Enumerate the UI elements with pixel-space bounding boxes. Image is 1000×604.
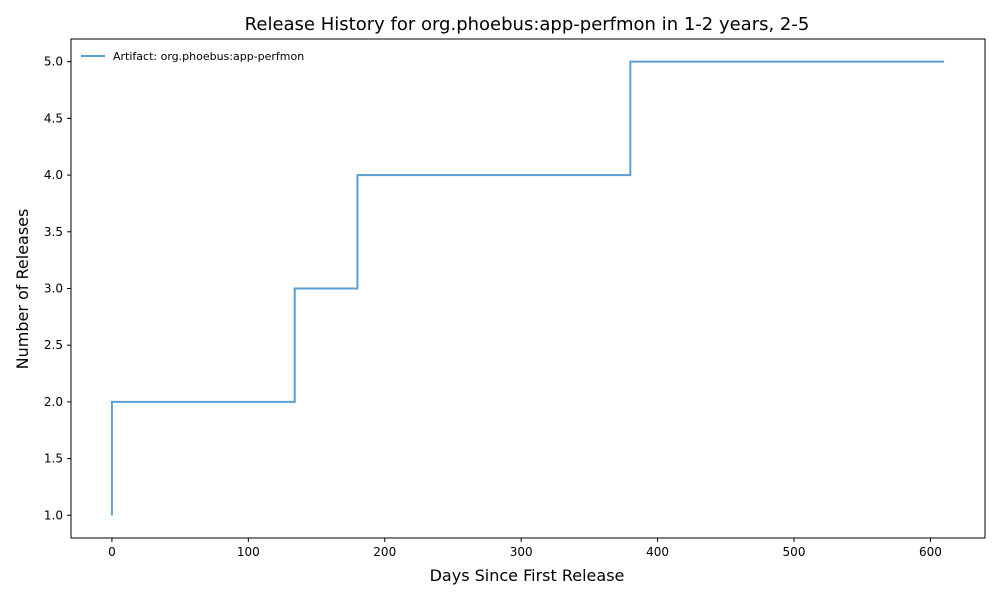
legend-label: Artifact: org.phoebus:app-perfmon [113,50,304,63]
x-axis-ticks: 0 100 200 300 400 500 600 [108,538,942,559]
chart-title: Release History for org.phoebus:app-perf… [245,14,810,35]
y-tick-label: 3.0 [44,282,63,296]
x-tick-label: 600 [919,545,942,559]
x-tick-label: 400 [646,545,669,559]
plot-area-frame [70,38,986,539]
y-tick-label: 2.5 [44,338,63,352]
y-axis-label: Number of Releases [13,209,32,370]
y-tick-label: 1.0 [44,508,63,522]
legend: Artifact: org.phoebus:app-perfmon [81,50,304,63]
x-tick-label: 0 [108,545,116,559]
x-axis-label: Days Since First Release [430,566,625,585]
x-tick-label: 100 [237,545,260,559]
y-axis-ticks: 1.0 1.5 2.0 2.5 3.0 3.5 4.0 4.5 5.0 [44,55,71,522]
y-tick-label: 1.5 [44,452,63,466]
y-tick-label: 2.0 [44,395,63,409]
x-tick-label: 500 [783,545,806,559]
y-tick-label: 4.0 [44,168,63,182]
series-layer [110,60,945,516]
y-tick-label: 4.5 [44,111,63,125]
x-tick-label: 300 [510,545,533,559]
y-tick-label: 3.5 [44,225,63,239]
y-tick-label: 5.0 [44,55,63,69]
x-tick-label: 200 [373,545,396,559]
series-step-line [110,60,945,516]
